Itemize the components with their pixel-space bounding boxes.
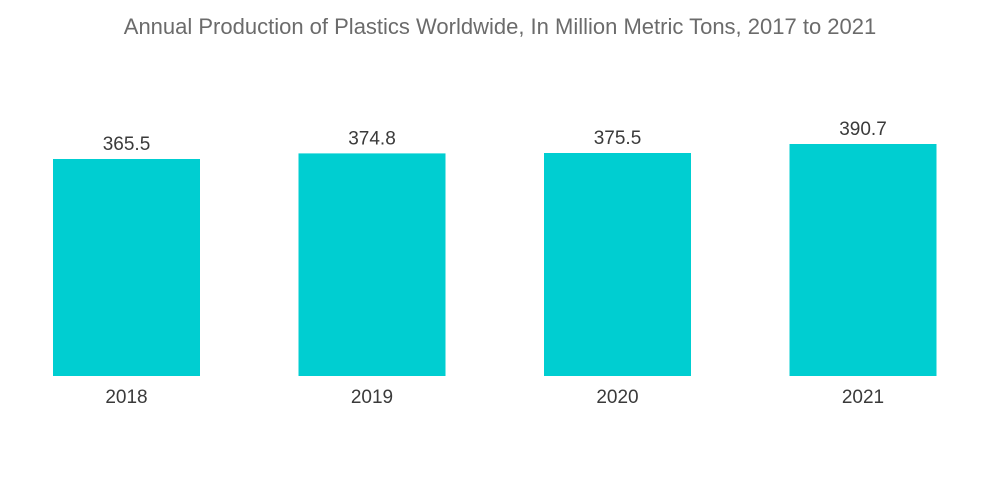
bar-2021 bbox=[789, 144, 937, 376]
bar-2019 bbox=[298, 153, 446, 376]
bars-group bbox=[53, 144, 937, 376]
bar-2020 bbox=[544, 153, 691, 376]
data-label-2018: 365.5 bbox=[103, 134, 151, 155]
x-tick-labels-group: 2018 2019 2020 2021 bbox=[105, 387, 884, 408]
data-label-2020: 375.5 bbox=[594, 128, 642, 149]
x-tick-label-2019: 2019 bbox=[351, 387, 393, 408]
x-tick-label-2018: 2018 bbox=[105, 387, 147, 408]
bar-2018 bbox=[53, 159, 200, 376]
data-label-2019: 374.8 bbox=[348, 128, 396, 149]
x-tick-label-2020: 2020 bbox=[596, 387, 638, 408]
data-labels-group: 365.5 374.8 375.5 390.7 bbox=[103, 119, 887, 155]
x-tick-label-2021: 2021 bbox=[842, 387, 884, 408]
data-label-2021: 390.7 bbox=[839, 119, 887, 140]
chart-title: Annual Production of Plastics Worldwide,… bbox=[123, 14, 877, 39]
